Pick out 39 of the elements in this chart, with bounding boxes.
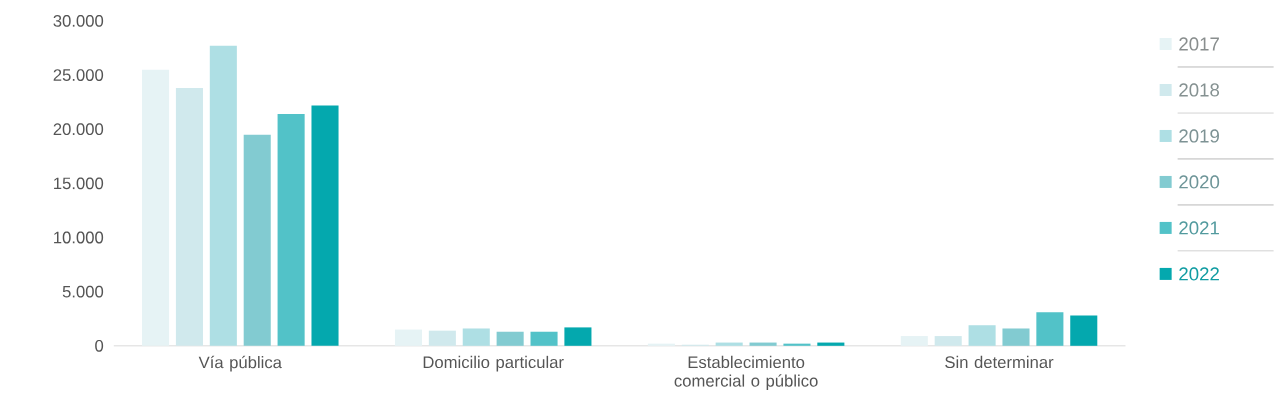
bar	[209, 45, 237, 346]
bar	[900, 336, 928, 346]
y-tick-label: 20.000	[53, 123, 104, 136]
bar	[1036, 312, 1064, 346]
bar	[428, 330, 456, 346]
bar	[715, 342, 743, 346]
y-tick-label: 30.000	[53, 15, 104, 27]
bar	[175, 88, 203, 346]
bar	[311, 105, 339, 346]
bar	[462, 328, 490, 346]
bar	[394, 329, 422, 346]
x-tick-label: Domicilio particular	[423, 355, 564, 372]
bar	[749, 342, 777, 346]
y-tick-label: 25.000	[53, 69, 104, 82]
y-tick-label: 10.000	[54, 231, 104, 244]
bar	[243, 134, 271, 346]
bar	[496, 331, 524, 346]
legend-label: 2020	[1179, 175, 1220, 189]
y-tick-label: 15.000	[54, 177, 104, 190]
legend-label: 2018	[1179, 83, 1220, 97]
legend-label: 2019	[1179, 129, 1219, 143]
bar	[934, 336, 962, 346]
x-tick-label: Sin determinar	[945, 355, 1054, 369]
bar	[277, 114, 305, 346]
x-tick-label: Establecimiento comercial o público	[674, 355, 818, 391]
bar	[530, 331, 558, 346]
legend-label: 2022	[1179, 267, 1219, 281]
bar	[1070, 315, 1098, 346]
legend-label: 2021	[1179, 221, 1219, 235]
bar	[564, 327, 592, 346]
bar	[783, 343, 811, 346]
bar	[968, 325, 996, 346]
y-tick-label: 5.000	[62, 285, 104, 298]
x-tick-label: Vía pública	[198, 355, 282, 372]
legend-label: 2017	[1179, 37, 1219, 51]
bar	[817, 342, 845, 346]
bar	[1002, 328, 1030, 346]
bar	[142, 69, 170, 346]
y-tick-label: 0	[95, 339, 104, 352]
